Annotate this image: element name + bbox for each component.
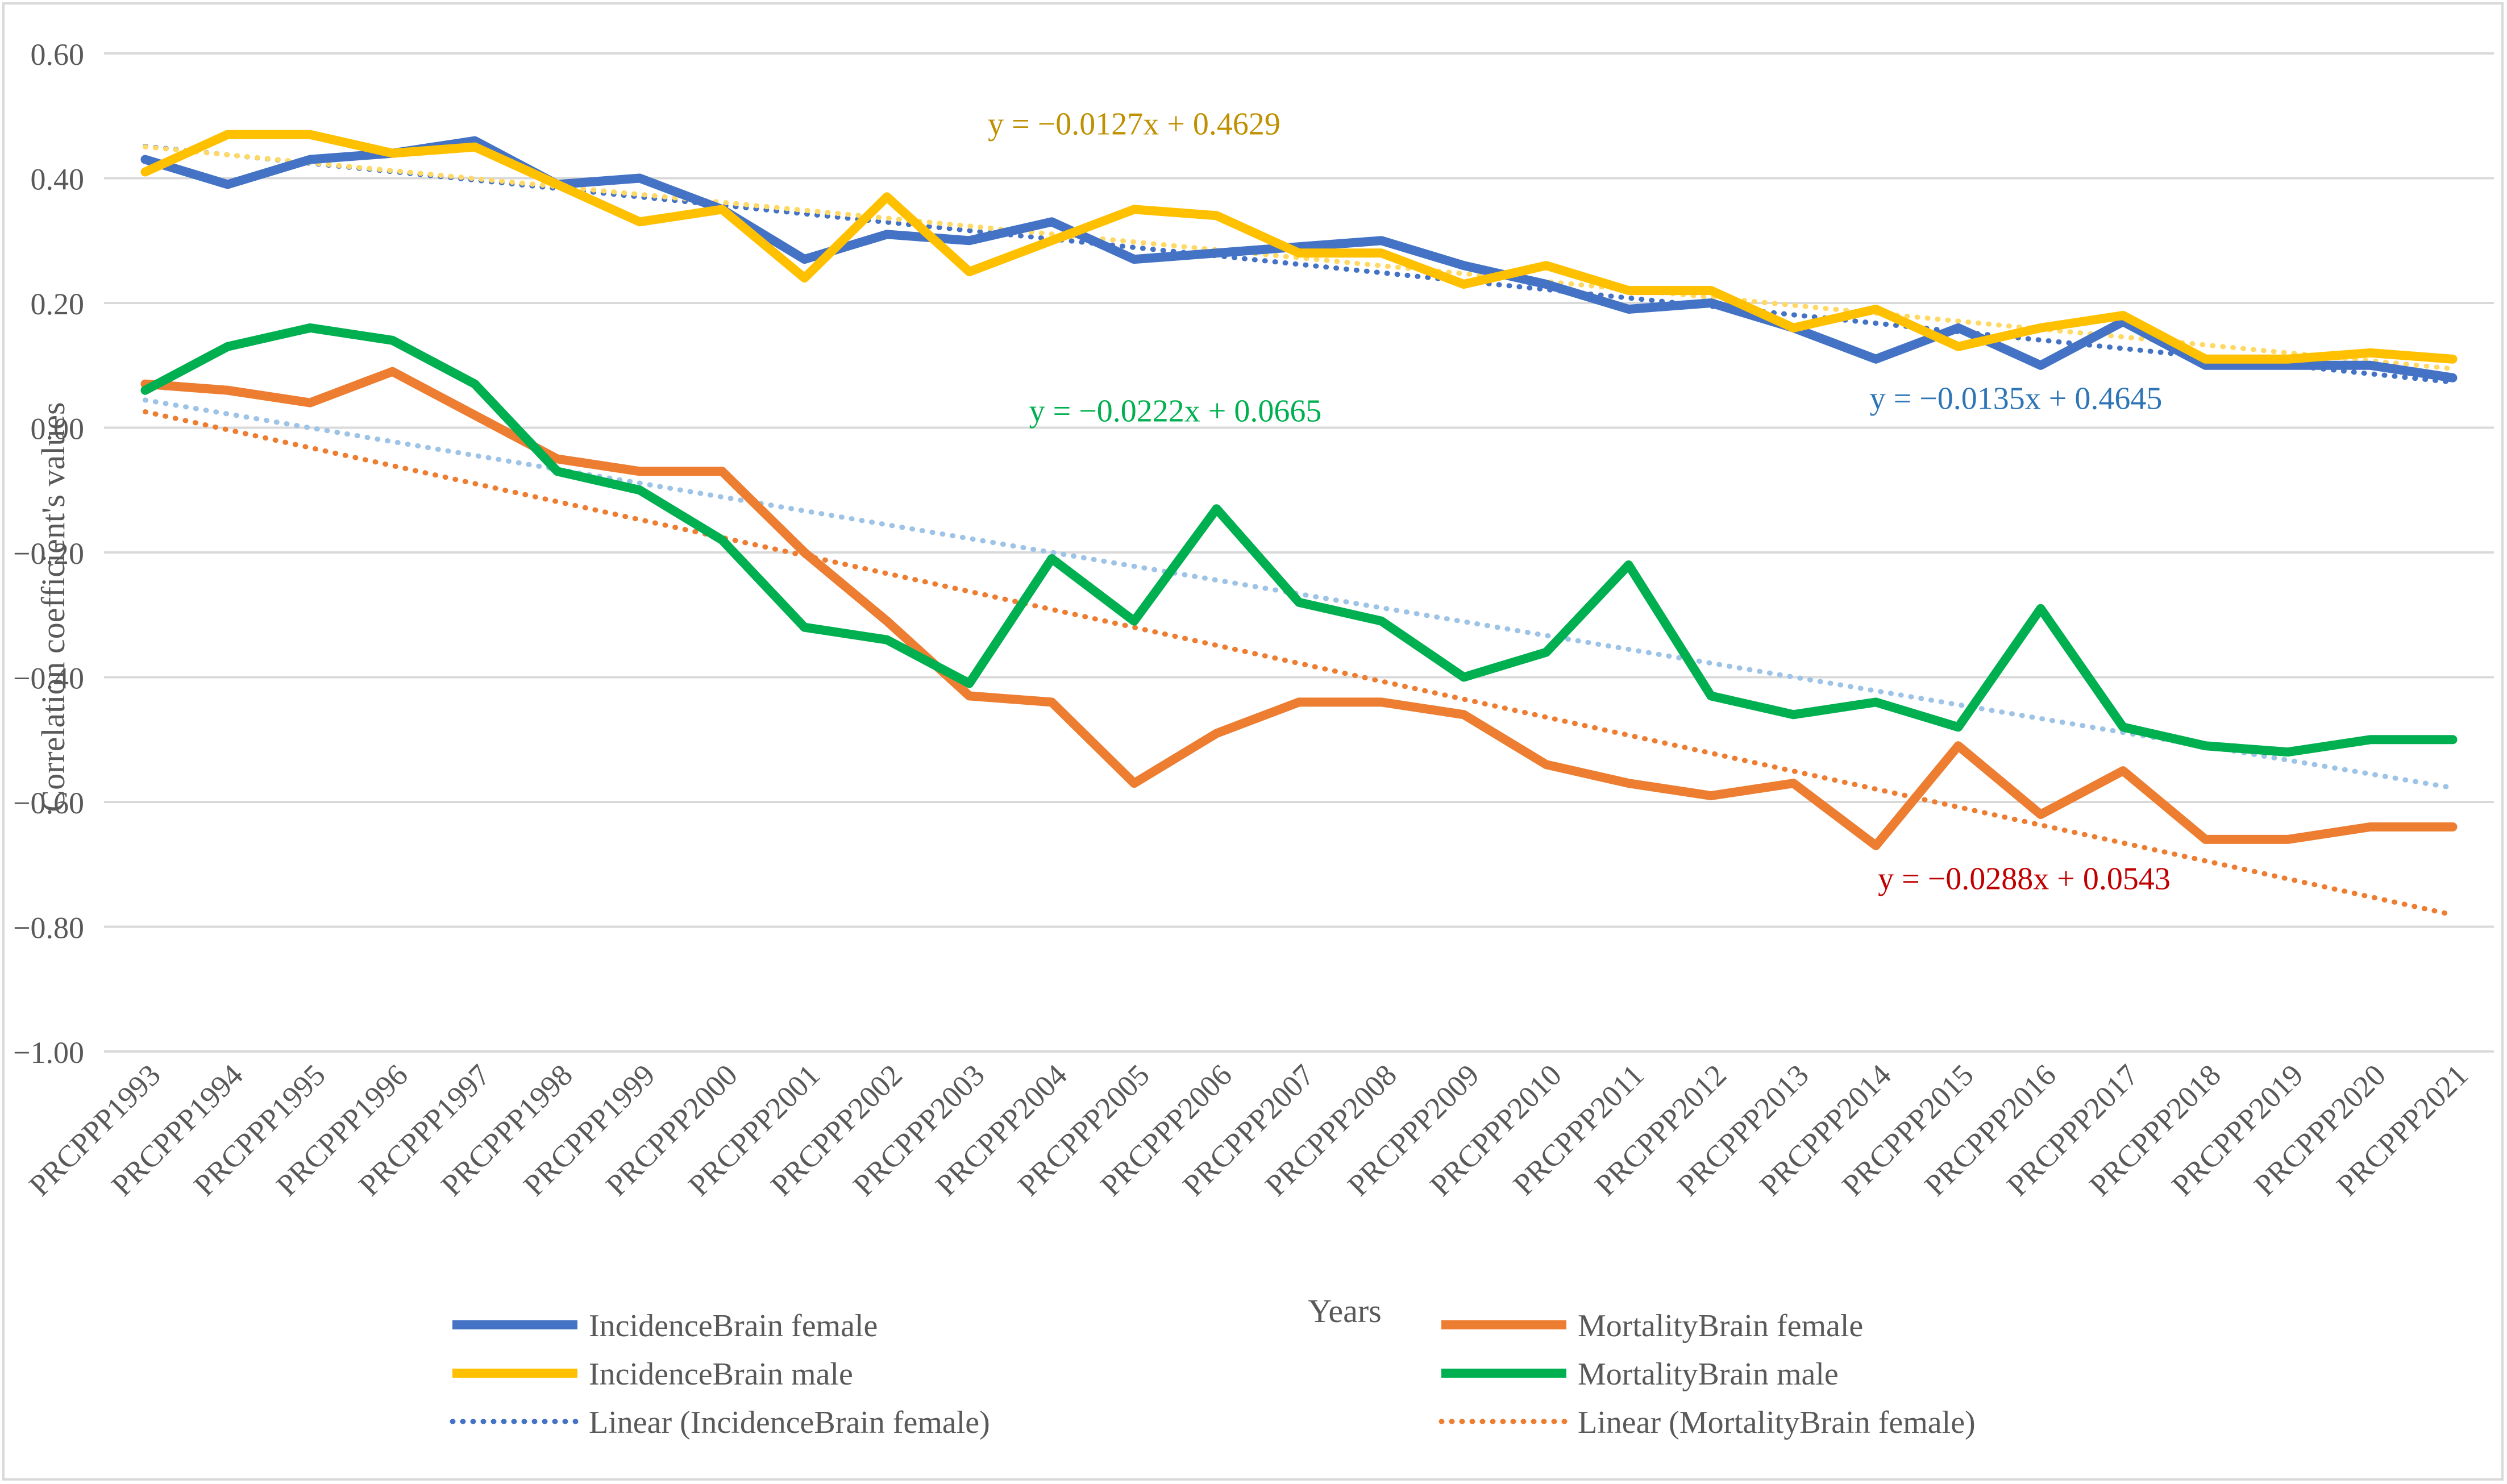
y-tick-label: 0.20 <box>31 287 85 321</box>
gridlines <box>104 52 2494 1053</box>
y-axis-tick-labels: 0.60 0.40 0.20 0.00 −0.20 −0.40 −0.60 −0.80 −1.0… <box>13 38 84 1070</box>
line-chart: 0.60 0.40 0.20 0.00 −0.20 −0.40 −0.60 −0.80 −1.0… <box>13 38 2494 1440</box>
trendline-equation: y = −0.0222x + 0.0665 <box>1029 394 1322 429</box>
y-tick-label: −0.40 <box>13 662 84 696</box>
y-tick-label: −0.20 <box>13 537 84 571</box>
series-line-incidencebrain-male <box>140 130 2458 364</box>
series-lines <box>140 130 2458 917</box>
y-tick-label: 0.00 <box>31 412 85 446</box>
series-line-mortalitybrain-male <box>140 323 2458 757</box>
legend-label: Linear (MortalityBrain female) <box>1578 1405 1976 1440</box>
x-axis-tick-labels: PRCPPP1993PRCPPP1994PRCPPP1995PRCPPP1996… <box>22 1058 2475 1203</box>
y-tick-label: −0.80 <box>13 911 84 945</box>
series-line-linear-mortalitybrain-female <box>143 409 2455 917</box>
legend-label: IncidenceBrain female <box>589 1308 878 1344</box>
series-line-linear-incidencebrain-female <box>143 144 2455 385</box>
y-tick-label: −0.60 <box>13 786 84 820</box>
y-tick-label: −1.00 <box>13 1036 84 1070</box>
series-line-linear-mortalitybrain-male <box>143 397 2455 791</box>
y-tick-label: 0.60 <box>31 38 85 72</box>
x-axis-title: Years <box>1308 1292 1381 1329</box>
series-line-incidencebrain-female <box>140 136 2458 383</box>
series-line-linear-incidencebrain-male <box>143 144 2455 372</box>
legend-label: Linear (IncidenceBrain female) <box>589 1405 990 1440</box>
legend-label: IncidenceBrain male <box>589 1357 853 1392</box>
legend-label: MortalityBrain male <box>1578 1357 1839 1392</box>
y-tick-label: 0.40 <box>31 163 85 197</box>
series-line-mortalitybrain-female <box>140 367 2458 850</box>
trendline-equation: y = −0.0127x + 0.4629 <box>988 107 1280 142</box>
legend: IncidenceBrain female IncidenceBrain male… <box>450 1308 1976 1440</box>
y-axis-title: Correlation coefficient's values <box>35 402 72 812</box>
trendline-equation: y = −0.0288x + 0.0543 <box>1878 862 2171 897</box>
trendline-equations: y = −0.0127x + 0.4629 y = −0.0222x + 0.06… <box>988 107 2171 897</box>
trendline-equation: y = −0.0135x + 0.4645 <box>1870 381 2163 417</box>
legend-label: MortalityBrain female <box>1578 1308 1863 1344</box>
